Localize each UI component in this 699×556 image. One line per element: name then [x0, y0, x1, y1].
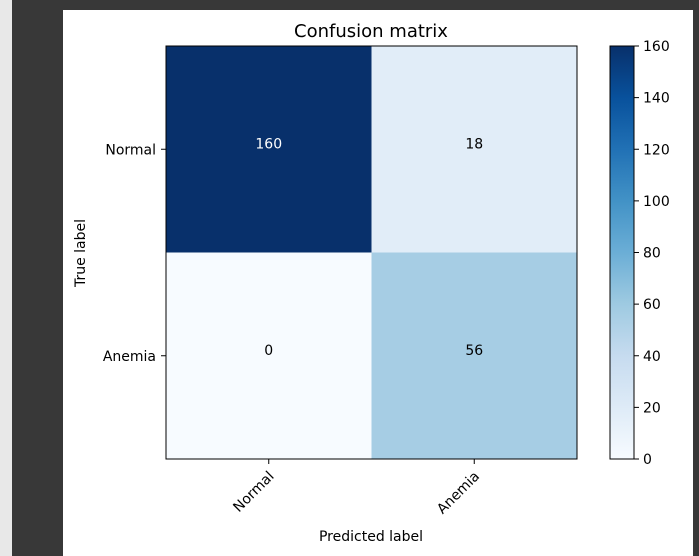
cell-value-label: 160: [255, 136, 282, 152]
colorbar-tick-label: 160: [643, 39, 670, 55]
left-window-strip: [0, 0, 12, 556]
y-axis-label: True label: [73, 219, 89, 288]
colorbar-tick-label: 120: [643, 142, 670, 158]
x-axis-ticks: Normal Anemia: [230, 459, 483, 517]
heatmap-cells: [166, 46, 577, 459]
y-tick-label: Anemia: [103, 349, 156, 365]
heatmap-cell-0-0: [166, 46, 372, 253]
heatmap-cell-1-1: [371, 252, 577, 459]
colorbar-tick-label: 100: [643, 194, 670, 210]
colorbar-tick-label: 20: [643, 400, 661, 416]
cell-value-label: 18: [465, 136, 483, 152]
heatmap-cell-1-0: [166, 252, 372, 459]
colorbar-tick-label: 0: [643, 452, 652, 468]
colorbar-tick-label: 80: [643, 246, 661, 262]
x-tick-label: Anemia: [434, 469, 483, 518]
y-axis-ticks: Normal Anemia: [103, 142, 166, 365]
x-axis-label: Predicted label: [319, 529, 423, 545]
colorbar-tick-label: 140: [643, 91, 670, 107]
cell-value-label: 0: [264, 343, 273, 359]
colorbar: [609, 45, 635, 460]
cell-value-label: 56: [465, 343, 483, 359]
colorbar-tick-label: 60: [643, 297, 661, 313]
colorbar-tick-label: 40: [643, 349, 661, 365]
plot-frame: [165, 45, 578, 460]
heatmap-cell-labels: 160 18 0 56: [255, 136, 483, 359]
colorbar-ticks: 0 20 40 60 80 100 120 140 160: [634, 39, 670, 468]
heatmap-cell-0-1: [371, 46, 577, 253]
chart-title: Confusion matrix: [294, 21, 448, 42]
x-tick-label: Normal: [230, 469, 277, 516]
y-tick-label: Normal: [105, 142, 156, 158]
